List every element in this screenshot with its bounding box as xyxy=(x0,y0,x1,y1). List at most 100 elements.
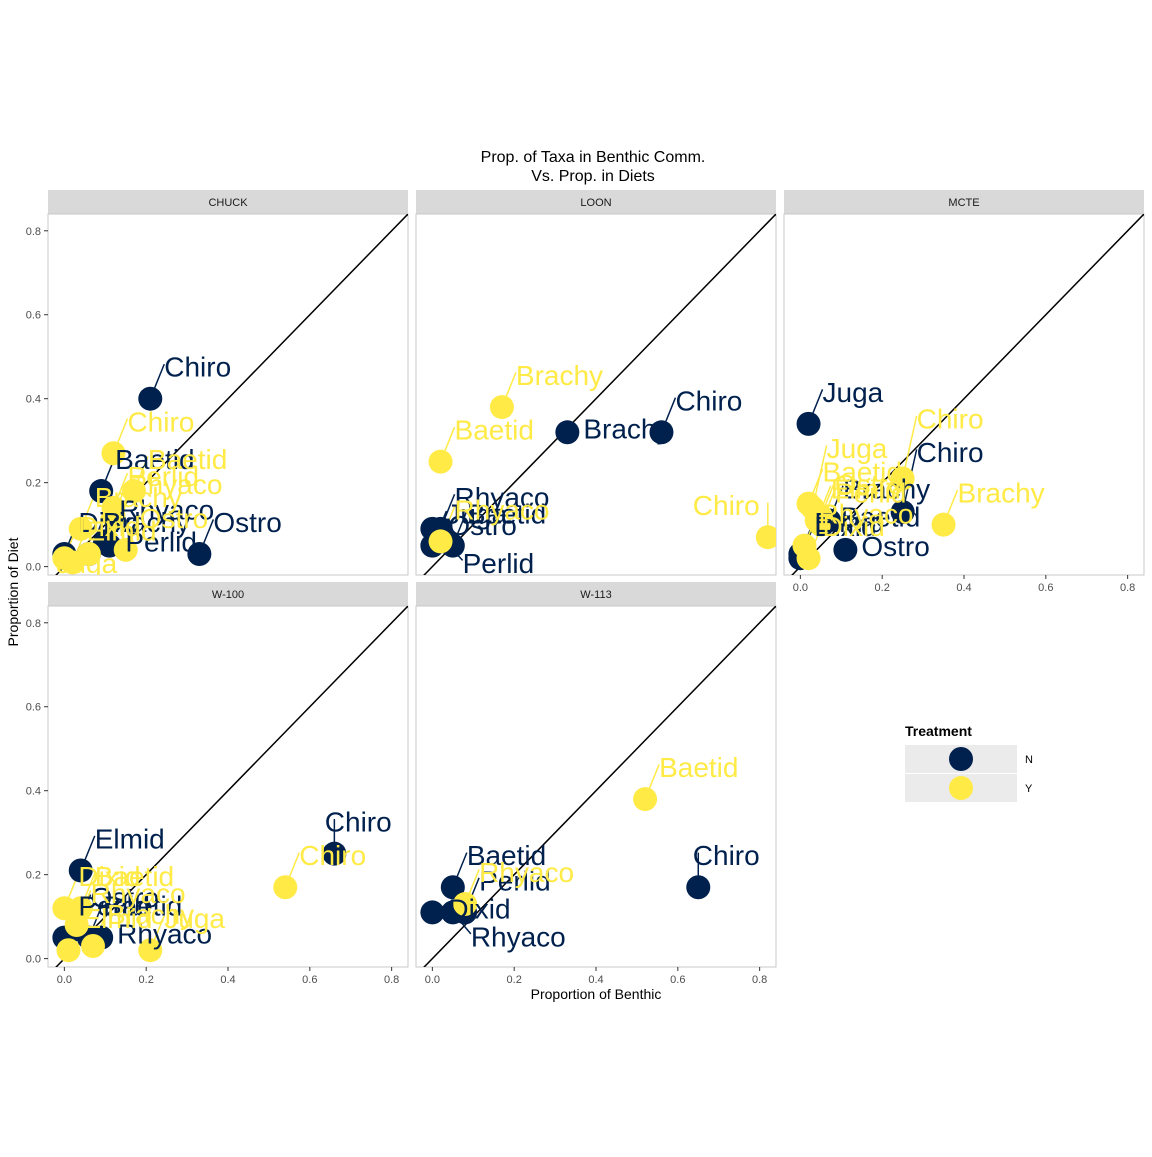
data-point-chiro-n xyxy=(322,841,347,866)
point-label-chiro: Chiro xyxy=(675,385,742,416)
facet-strip xyxy=(48,190,408,214)
data-point-brachy-y xyxy=(68,516,93,541)
legend-label-y: Y xyxy=(1025,783,1033,795)
point-label-juga: Juga xyxy=(164,903,225,934)
x-tick-label: 0.2 xyxy=(507,974,522,986)
chart-title-line-1: Prop. of Taxa in Benthic Comm. xyxy=(481,149,706,166)
x-axis-label: Proportion of Benthic xyxy=(531,986,662,1002)
data-point-chiro-n xyxy=(138,386,163,411)
facet-strip-label: LOON xyxy=(580,197,611,209)
point-label-elmid: Elmid xyxy=(831,473,901,504)
facet-panel-w-100: W-100ChiroElmidOstroRhyacoBaetidPerlidCh… xyxy=(26,582,409,986)
y-tick-label: 0.2 xyxy=(26,870,41,882)
data-point-brachy-y xyxy=(81,934,105,959)
point-label-juga: Juga xyxy=(823,377,884,408)
facet-panel-loon: LOONChiroBrachyRhyacoOstroPerlidJugaBaet… xyxy=(415,190,777,579)
point-label-brachy: Brachy xyxy=(107,899,194,930)
point-label-perlid: Perlid xyxy=(479,865,551,896)
legend: Treatment N Y xyxy=(905,723,1033,802)
x-tick-label: 0.8 xyxy=(1120,582,1135,594)
y-tick-label: 0.4 xyxy=(26,786,41,798)
point-label-rhyaco: Rhyaco xyxy=(455,494,550,525)
point-label-baetid: Baetid xyxy=(467,499,546,530)
y-tick-label: 0.6 xyxy=(26,310,41,322)
point-label-baetid: Baetid xyxy=(148,444,227,475)
panel-plot-area: ChiroBaetidRhyacoPerlidOstroDixidBrachyC… xyxy=(52,214,408,575)
point-label-perlid: Perlid xyxy=(125,527,197,558)
point-label-rhyaco: Rhyaco xyxy=(818,499,913,530)
x-tick-label: 0.6 xyxy=(1038,582,1053,594)
panel-border xyxy=(47,605,409,968)
point-label-perlid: Perlid xyxy=(127,461,199,492)
x-tick-label: 0.6 xyxy=(302,974,317,986)
point-label-elmid: Elmid xyxy=(82,903,152,934)
point-label-juga: Juga xyxy=(827,433,888,464)
panel-border xyxy=(415,213,777,576)
point-label-chiro: Chiro xyxy=(693,840,760,871)
x-tick-label: 0.2 xyxy=(875,582,890,594)
data-point-chiro-y xyxy=(890,466,915,491)
point-label-rhyaco: Rhyaco xyxy=(91,878,186,909)
x-tick-label: 0.0 xyxy=(425,974,440,986)
panel-plot-area: JugaBrachyBaetidChiroOstroElmidDixidJuga… xyxy=(788,214,1144,575)
point-label-ostro: Ostro xyxy=(213,507,281,538)
y-tick-label: 0.0 xyxy=(26,954,41,966)
data-point-baetid-y xyxy=(633,787,658,812)
point-label-ostro: Ostro xyxy=(835,469,903,500)
data-point-chiro-n xyxy=(649,420,674,445)
point-label-brachy: Brachy xyxy=(95,482,182,513)
facet-panel-mcte: MCTEJugaBrachyBaetidChiroOstroElmidDixid… xyxy=(783,190,1145,594)
panel-plot-area: ChiroBrachyRhyacoOstroPerlidJugaBaetidBr… xyxy=(420,214,776,579)
point-label-chiro: Chiro xyxy=(164,352,231,383)
legend-label-n: N xyxy=(1025,754,1033,766)
x-tick-label: 0.6 xyxy=(670,974,685,986)
facet-strip-label: MCTE xyxy=(948,197,979,209)
y-tick-label: 0.4 xyxy=(26,394,41,406)
point-label-rhyaco: Rhyaco xyxy=(117,919,212,950)
point-label-brachy: Brachy xyxy=(583,413,670,444)
data-point-juga-y xyxy=(76,542,101,567)
x-tick-label: 0.0 xyxy=(793,582,808,594)
data-point-juga-n xyxy=(796,411,821,436)
facet-strip xyxy=(416,582,776,606)
point-label-ostro: Ostro xyxy=(91,882,159,913)
y-tick-label: 0.6 xyxy=(26,702,41,714)
facet-strip xyxy=(48,582,408,606)
point-label-brachy: Brachy xyxy=(958,478,1045,509)
facet-strip xyxy=(416,190,776,214)
reference-line-y-equals-x xyxy=(423,214,776,575)
data-point-rhyaco-y xyxy=(453,892,478,917)
point-label-perlid: Perlid xyxy=(463,548,535,579)
point-label-brachy: Brachy xyxy=(843,473,930,504)
point-label-chiro: Chiro xyxy=(693,490,760,521)
point-label-brachy: Brachy xyxy=(516,360,603,391)
point-label-baetid: Baetid xyxy=(823,457,902,488)
point-label-chiro: Chiro xyxy=(299,840,366,871)
data-point-rhyaco-y xyxy=(428,529,453,554)
point-label-perlid: Perlid xyxy=(78,891,150,922)
y-tick-label: 0.0 xyxy=(26,562,41,574)
point-label-baetid: Baetid xyxy=(659,752,738,783)
data-point-brachy-y xyxy=(931,512,956,537)
facet-panel-chuck: CHUCKChiroBaetidRhyacoPerlidOstroDixidBr… xyxy=(26,190,409,576)
point-label-perlid: Perlid xyxy=(835,478,907,509)
y-tick-label: 0.8 xyxy=(26,618,41,630)
point-label-brachy: Brachy xyxy=(103,507,190,538)
point-label-dixid: Dixid xyxy=(78,507,140,538)
point-label-ostro: Ostro xyxy=(140,503,208,534)
data-point-chiro-n xyxy=(686,875,711,900)
point-label-chiro: Chiro xyxy=(127,406,194,437)
data-point-ostro-y xyxy=(113,537,138,562)
panel-border xyxy=(783,213,1145,576)
data-point-elmid-y xyxy=(56,938,81,963)
point-label-elmid: Elmid xyxy=(814,507,884,538)
point-label-baetid: Baetid xyxy=(841,501,920,532)
data-point-rhyaco-y xyxy=(101,504,126,529)
data-point-chiro-n xyxy=(890,500,915,525)
facet-strip-label: W-113 xyxy=(580,589,611,601)
point-label-baetid: Baetid xyxy=(103,891,182,922)
x-tick-label: 0.4 xyxy=(956,582,971,594)
data-point-perlid-y xyxy=(808,512,833,537)
